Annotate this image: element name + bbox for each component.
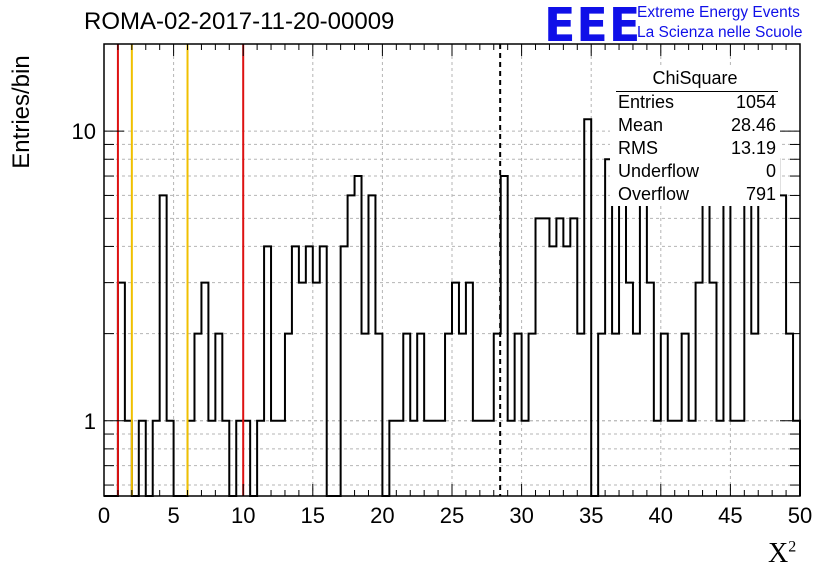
stats-key: Underflow [618, 161, 700, 181]
x-tick-label: 15 [301, 503, 325, 528]
logo-text-line1: Extreme Energy Events [637, 4, 800, 21]
eee-logo: EEE Extreme Energy Events La Scienza nel… [540, 0, 836, 52]
stats-divider [616, 91, 778, 92]
stats-key: RMS [618, 138, 658, 158]
chart-title: ROMA-02-2017-11-20-00009 [84, 8, 395, 35]
x-tick-label: 40 [649, 503, 673, 528]
stats-row-overflow: Overflow 791 [618, 184, 778, 206]
stats-value: 0 [765, 161, 776, 181]
x-tick-label: 45 [718, 503, 742, 528]
stats-value: 13.19 [730, 138, 776, 158]
x-tick-label: 0 [98, 503, 110, 528]
y-tick-label: 10 [72, 119, 96, 144]
stats-key: Mean [618, 115, 664, 135]
x-tick-label: 5 [167, 503, 179, 528]
stats-key: Entries [618, 92, 675, 112]
stats-row-mean: Mean 28.46 [618, 115, 778, 137]
x-axis-label-base: X [768, 538, 789, 569]
y-tick-label: 1 [84, 409, 96, 434]
stats-value: 28.46 [730, 115, 776, 135]
y-axis-label-wrap: Entries/bin [4, 42, 40, 182]
x-tick-label: 35 [579, 503, 603, 528]
histogram-outline [104, 118, 801, 497]
stats-row-rms: RMS 13.19 [618, 138, 778, 160]
stats-title: ChiSquare [652, 68, 738, 88]
logo-text-line2: La Scienza nelle Scuole [637, 24, 803, 41]
stats-row-underflow: Underflow 0 [618, 161, 778, 183]
stats-value: 791 [745, 184, 776, 204]
x-tick-label: 30 [509, 503, 533, 528]
stats-key: Overflow [618, 184, 690, 204]
x-axis-label: X2 [768, 538, 796, 570]
x-tick-label: 50 [788, 503, 812, 528]
x-tick-label: 10 [231, 503, 255, 528]
stats-value: 1054 [735, 92, 776, 112]
x-tick-label: 20 [370, 503, 394, 528]
x-axis-label-superscript: 2 [788, 538, 797, 556]
y-axis-label: Entries/bin [8, 55, 35, 169]
x-tick-label: 25 [440, 503, 464, 528]
stats-row-entries: Entries 1054 [618, 92, 778, 114]
eee-logo-letters: EEE [544, 0, 642, 52]
stats-box: ChiSquare Entries 1054 Mean 28.46 RMS 13… [610, 66, 780, 206]
